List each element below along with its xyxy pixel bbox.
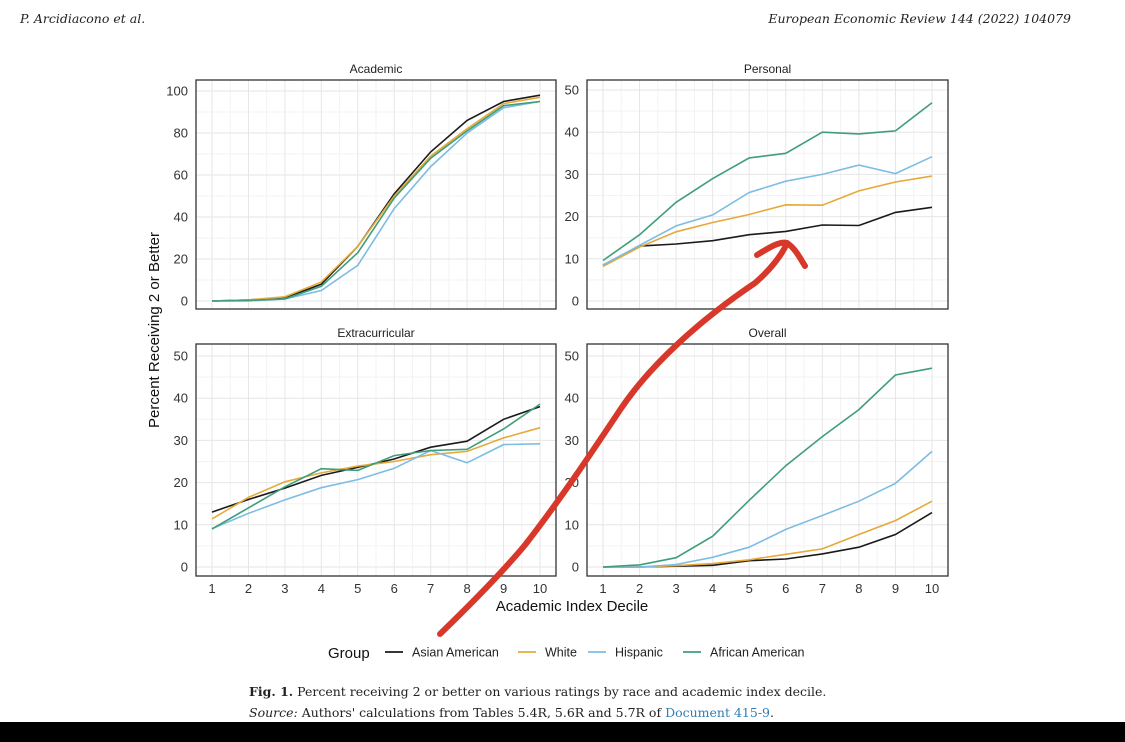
- y-tick-label: 100: [166, 84, 188, 99]
- y-tick-label: 80: [174, 126, 188, 141]
- x-tick-label: 8: [855, 581, 862, 596]
- x-tick-label: 4: [709, 581, 716, 596]
- x-tick-label: 9: [500, 581, 507, 596]
- x-tick-label: 2: [636, 581, 643, 596]
- x-axis-label: Academic Index Decile: [496, 598, 649, 615]
- y-tick-label: 10: [565, 517, 579, 532]
- y-tick-label: 30: [174, 433, 188, 448]
- legend-entry: African American: [710, 646, 805, 660]
- bottom-black-bar: [0, 722, 1125, 742]
- x-tick-label: 10: [925, 581, 939, 596]
- y-tick-label: 40: [565, 125, 579, 140]
- y-tick-label: 0: [572, 294, 579, 309]
- series-line-hispanic: [603, 450, 933, 568]
- figure-caption: Fig. 1. Percent receiving 2 or better on…: [249, 684, 826, 699]
- y-tick-label: 40: [174, 391, 188, 406]
- y-tick-label: 50: [174, 349, 188, 364]
- red-arrowhead-annotation: [754, 239, 808, 269]
- series-line-asian-american: [602, 206, 933, 266]
- figure-source: Source: Authors' calculations from Table…: [249, 705, 774, 720]
- legend-title: Group: [328, 645, 370, 662]
- series-line-white: [211, 96, 541, 302]
- panel-personal: 0 10 20 30 40 50 Personal: [565, 62, 949, 310]
- panel-frame: [195, 79, 557, 310]
- running-header-authors: P. Arcidiacono et al.: [20, 11, 146, 26]
- y-tick-label: 0: [572, 560, 579, 575]
- series-line-white: [602, 175, 933, 268]
- y-tick-label: 20: [565, 209, 579, 224]
- x-tick-label: 7: [819, 581, 826, 596]
- legend-entry: White: [545, 646, 577, 660]
- y-tick-label: 40: [174, 210, 188, 225]
- legend-entry: Asian American: [412, 646, 499, 660]
- y-tick-label: 0: [181, 560, 188, 575]
- panel-title: Academic: [350, 62, 403, 76]
- x-tick-label: 5: [746, 581, 753, 596]
- y-tick-label: 10: [174, 517, 188, 532]
- x-tick-label: 6: [391, 581, 398, 596]
- x-tick-label: 3: [281, 581, 288, 596]
- x-tick-label: 10: [533, 581, 547, 596]
- x-tick-label: 5: [354, 581, 361, 596]
- x-tick-label: 1: [208, 581, 215, 596]
- series-line-african-american: [602, 367, 933, 568]
- y-tick-label: 50: [565, 83, 579, 98]
- source-label: Source:: [249, 705, 298, 720]
- x-tick-label: 2: [245, 581, 252, 596]
- x-tick-label: 1: [599, 581, 606, 596]
- y-tick-label: 0: [181, 294, 188, 309]
- figure-label: Fig. 1.: [249, 684, 294, 699]
- panel-title: Extracurricular: [337, 326, 414, 340]
- x-tick-label: 3: [672, 581, 679, 596]
- series-line-hispanic: [211, 443, 541, 530]
- y-tick-label: 20: [174, 252, 188, 267]
- source-end: .: [770, 705, 774, 720]
- running-header-journal: European Economic Review 144 (2022) 1040…: [768, 11, 1071, 26]
- y-axis-label: Percent Receiving 2 or Better: [146, 232, 163, 428]
- y-tick-label: 30: [565, 433, 579, 448]
- panel-academic: 0 20 40 60 80 100 Academic: [166, 62, 557, 310]
- panel-frame: [195, 343, 557, 577]
- series-line-african-american: [211, 403, 541, 530]
- legend: Group Asian American White Hispanic African …: [328, 645, 805, 662]
- panel-title: Overall: [748, 326, 786, 340]
- y-tick-label: 40: [565, 391, 579, 406]
- caption-text: Percent receiving 2 or better on various…: [293, 684, 827, 699]
- x-tick-label: 4: [318, 581, 325, 596]
- panel-extracurricular: 0 10 20 30 40 50 1 2 3 4 5 6 7 8 9 10 Extracurricular: [174, 326, 557, 596]
- document-link[interactable]: Document 415-9: [665, 705, 770, 720]
- x-tick-label: 7: [427, 581, 434, 596]
- red-arrow-annotation: [437, 240, 790, 637]
- panel-frame: [586, 79, 949, 310]
- source-text: Authors' calculations from Tables 5.4R, …: [297, 705, 666, 720]
- panel-title: Personal: [744, 62, 791, 76]
- y-tick-label: 50: [565, 349, 579, 364]
- y-tick-label: 60: [174, 168, 188, 183]
- x-tick-label: 6: [782, 581, 789, 596]
- y-tick-label: 20: [174, 475, 188, 490]
- series-line-hispanic: [602, 155, 933, 266]
- series-line-african-american: [211, 100, 541, 302]
- legend-entry: Hispanic: [615, 646, 663, 660]
- series-line-african-american: [602, 102, 933, 262]
- y-tick-label: 30: [565, 167, 579, 182]
- y-tick-label: 10: [565, 251, 579, 266]
- x-tick-label: 8: [463, 581, 470, 596]
- x-tick-label: 9: [892, 581, 899, 596]
